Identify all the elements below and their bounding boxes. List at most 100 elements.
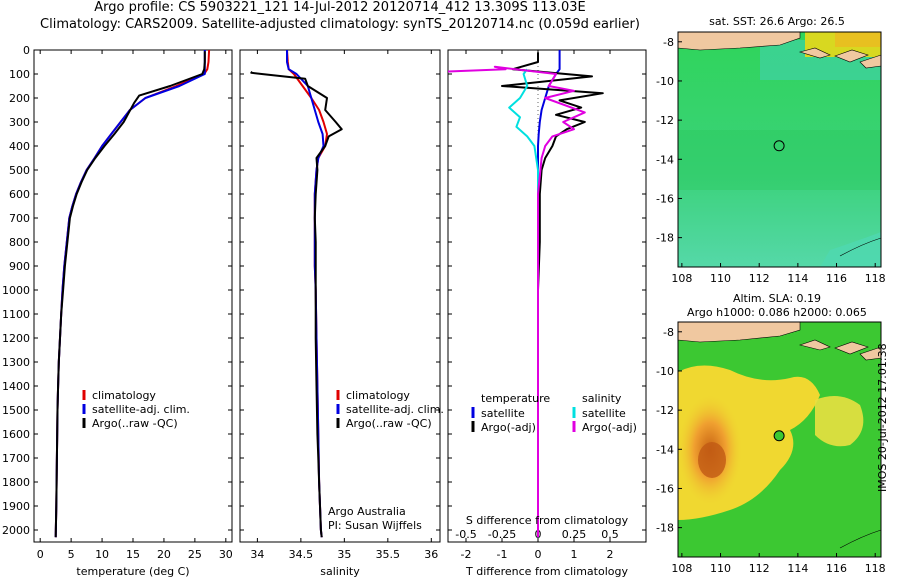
pi-label: PI: Susan Wijffels [328, 519, 422, 532]
xtick-label: 20 [157, 548, 171, 561]
xtick-label: -1 [497, 548, 508, 561]
legend-label: satellite [582, 407, 626, 420]
temperature-panel: 0 5 10 15 20 25 300100200300400500600700800900… [2, 44, 233, 578]
legend-label: satellite [481, 407, 525, 420]
ytick-label: 1200 [2, 332, 30, 345]
sla-map-panel: Altim. SLA: 0.19 Argo h1000: 0.086 h2000… [656, 292, 886, 575]
xtick-label: 35.5 [376, 548, 401, 561]
imos-timestamp: IMOS 20-Jul-2012 17:01:38 [876, 343, 889, 492]
map-xtick-label: 112 [749, 272, 770, 285]
map-ytick-label: -12 [656, 404, 674, 417]
ytick-label: 2000 [2, 524, 30, 537]
map-ytick-label: -16 [656, 192, 674, 205]
ytick-label: 800 [9, 236, 30, 249]
xtick-label: 36 [424, 548, 438, 561]
map-ytick-label: -12 [656, 114, 674, 127]
ytick-label: 1500 [2, 404, 30, 417]
header-line-1: Argo profile: CS 5903221_121 14-Jul-2012… [94, 0, 586, 15]
argo-australia-label: Argo Australia [328, 505, 406, 518]
map-xtick-label: 108 [671, 562, 692, 575]
map-xtick-label: 118 [865, 272, 886, 285]
xtick-label: 35 [337, 548, 351, 561]
sst-map-panel: sat. SST: 26.6 Argo: 26.5 108 110 112 114 11… [656, 15, 886, 285]
difference-panel: -2 -1 0 1 2-0.5 -0.25 0 0.25 0.5 T difference fr… [447, 49, 647, 578]
sla-map-axes [677, 321, 882, 558]
ytick-label: 600 [9, 188, 30, 201]
sst-map-title: sat. SST: 26.6 Argo: 26.5 [709, 15, 845, 28]
series-line-1-2 [250, 71, 343, 538]
xtick-label: 34 [250, 548, 264, 561]
map-xtick-label: 114 [787, 562, 808, 575]
map-ytick-label: -18 [656, 522, 674, 535]
map-ytick-label: -14 [656, 153, 674, 166]
legend-label: satellite-adj. clim. [346, 403, 444, 416]
xtick-label: 0 [37, 548, 44, 561]
map-ytick-label: -18 [656, 232, 674, 245]
map-ytick-label: -10 [656, 75, 674, 88]
s-xtick-label: 0.25 [562, 528, 587, 541]
sla-java-island [677, 321, 801, 343]
ytick-label: 500 [9, 164, 30, 177]
ytick-label: 1900 [2, 500, 30, 513]
xtick-label: 30 [219, 548, 233, 561]
difference-xlabel: T difference from climatology [465, 565, 628, 578]
map-xtick-label: 110 [710, 562, 731, 575]
xtick-label: 10 [95, 548, 109, 561]
map-xtick-label: 108 [671, 272, 692, 285]
xtick-label: 25 [188, 548, 202, 561]
xtick-label: 1 [571, 548, 578, 561]
sst-coastline [839, 237, 882, 257]
legend-header-salinity: salinity [582, 392, 622, 405]
s-xtick-label: -0.5 [455, 528, 476, 541]
map-ytick-label: -8 [663, 326, 674, 339]
ytick-label: 100 [9, 68, 30, 81]
ytick-label: 1000 [2, 284, 30, 297]
sst-map-axes [677, 31, 882, 268]
s-xtick-label: -0.25 [488, 528, 516, 541]
sla-map-title: Altim. SLA: 0.19 [733, 292, 821, 305]
legend-label: Argo(..raw -QC) [346, 417, 432, 430]
legend-label: climatology [346, 389, 410, 402]
salinity-axes [239, 49, 441, 543]
temperature-axes [33, 49, 233, 543]
xtick-label: 15 [126, 548, 140, 561]
legend-label: Argo(-adj) [582, 421, 637, 434]
map-xtick-label: 112 [749, 562, 770, 575]
ytick-label: 1300 [2, 356, 30, 369]
ytick-label: 200 [9, 92, 30, 105]
map-xtick-label: 116 [826, 272, 847, 285]
ytick-label: 1400 [2, 380, 30, 393]
salinity-panel: 34 34.5 35 35.5 36 salinity climatologysatel… [239, 49, 444, 578]
ytick-label: 400 [9, 140, 30, 153]
xtick-label: 34.5 [289, 548, 314, 561]
ytick-label: 0 [23, 44, 30, 57]
map-xtick-label: 116 [826, 562, 847, 575]
ytick-label: 900 [9, 260, 30, 273]
s-xtick-label: 0.5 [601, 528, 619, 541]
ytick-label: 1800 [2, 476, 30, 489]
xtick-label: 5 [68, 548, 75, 561]
xtick-label: 2 [607, 548, 614, 561]
ytick-label: 700 [9, 212, 30, 225]
map-xtick-label: 118 [865, 562, 886, 575]
ytick-label: 1700 [2, 452, 30, 465]
ytick-label: 1600 [2, 428, 30, 441]
sla-map-subtitle: Argo h1000: 0.086 h2000: 0.065 [687, 306, 867, 319]
xtick-label: 0 [535, 548, 542, 561]
xtick-label: -2 [461, 548, 472, 561]
salinity-xlabel: salinity [320, 565, 360, 578]
sla-lesser-sunda-islands [798, 339, 882, 361]
map-ytick-label: -10 [656, 365, 674, 378]
series-line-2-1 [501, 52, 604, 538]
map-xtick-label: 110 [710, 272, 731, 285]
ytick-label: 300 [9, 116, 30, 129]
sst-argo-marker [773, 140, 785, 152]
map-ytick-label: -14 [656, 443, 674, 456]
difference-axes [447, 49, 647, 543]
temperature-xlabel: temperature (deg C) [76, 565, 189, 578]
map-ytick-label: -8 [663, 36, 674, 49]
map-ytick-label: -16 [656, 482, 674, 495]
